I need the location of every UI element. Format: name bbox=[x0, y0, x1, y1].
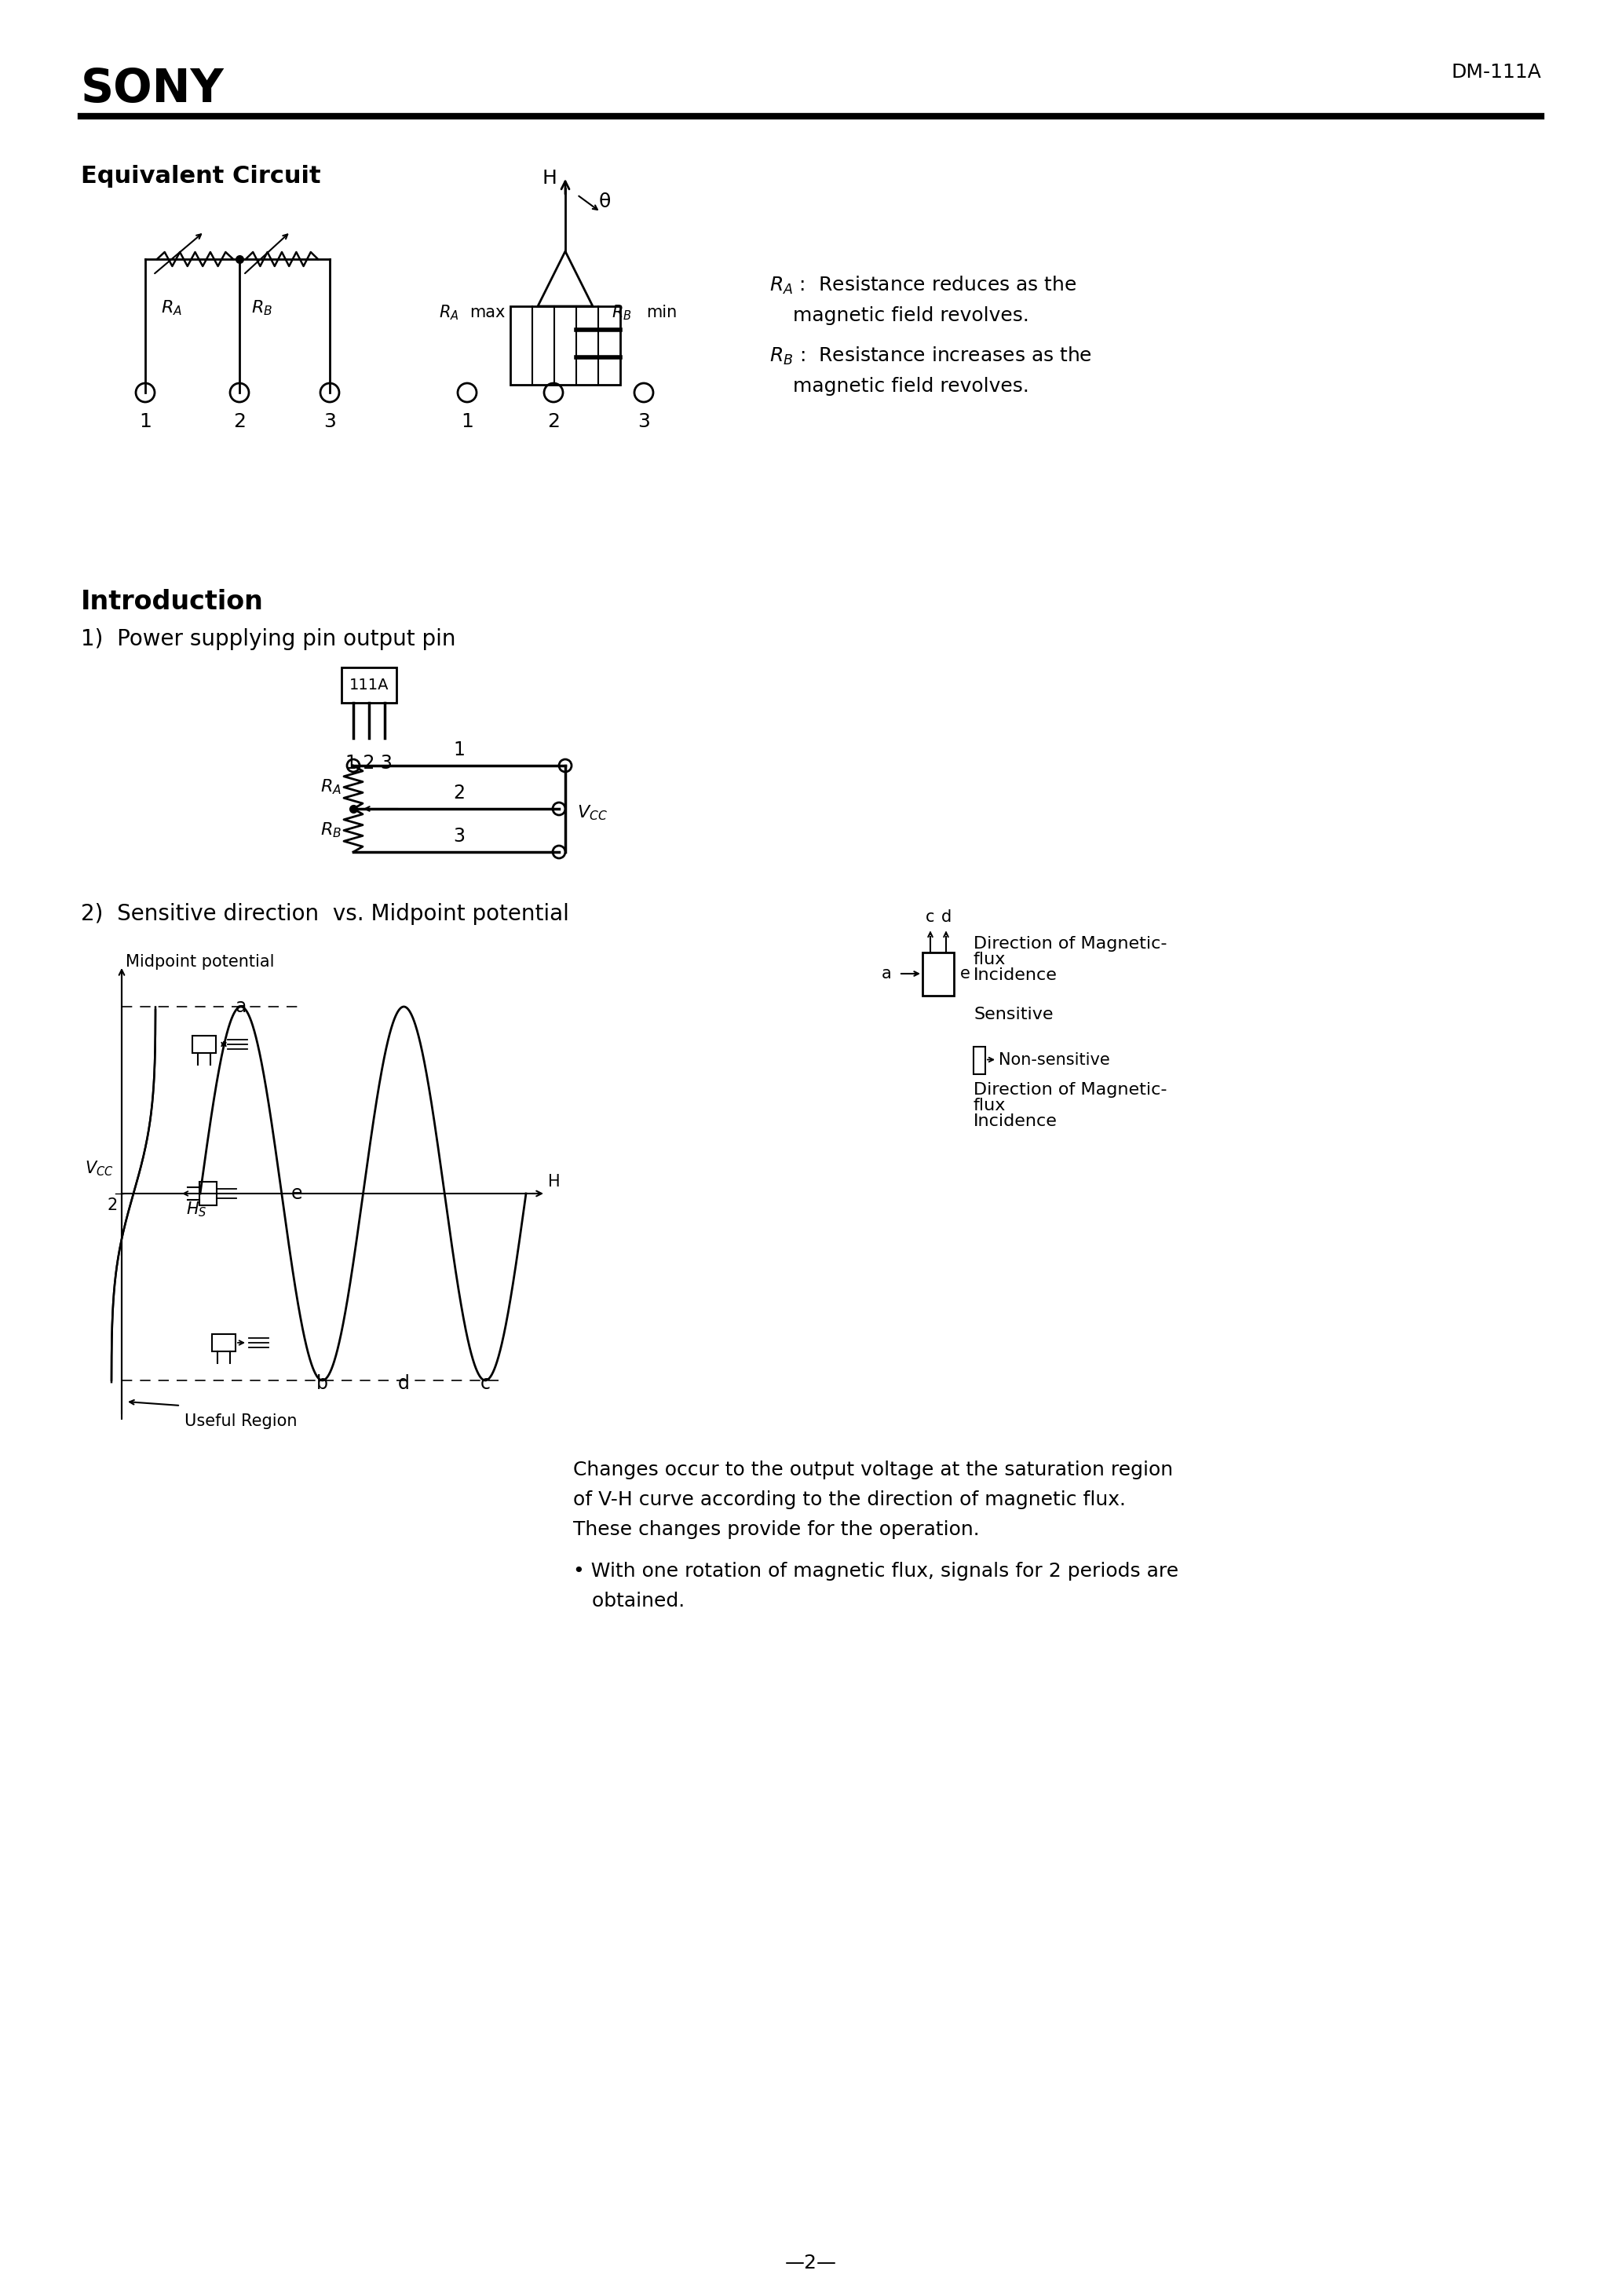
Text: 2)  Sensitive direction  vs. Midpoint potential: 2) Sensitive direction vs. Midpoint pote… bbox=[81, 902, 569, 925]
Text: Incidence: Incidence bbox=[973, 969, 1058, 983]
Text: $R_A$: $R_A$ bbox=[440, 303, 459, 321]
Text: Changes occur to the output voltage at the saturation region: Changes occur to the output voltage at t… bbox=[573, 1460, 1173, 1479]
Text: 3: 3 bbox=[323, 413, 336, 432]
Bar bbox=[973, 1047, 985, 1075]
Text: max: max bbox=[469, 305, 504, 321]
Text: e: e bbox=[290, 1185, 302, 1203]
Text: magnetic field revolves.: magnetic field revolves. bbox=[793, 305, 1028, 326]
Text: SONY: SONY bbox=[81, 67, 224, 113]
Text: Sensitive: Sensitive bbox=[973, 1008, 1053, 1022]
Text: Direction of Magnetic-: Direction of Magnetic- bbox=[973, 937, 1168, 953]
Text: θ: θ bbox=[599, 193, 610, 211]
Text: $H_S$: $H_S$ bbox=[187, 1201, 206, 1219]
Bar bbox=[200, 1182, 217, 1205]
Text: Midpoint potential: Midpoint potential bbox=[125, 955, 274, 969]
Text: obtained.: obtained. bbox=[573, 1591, 684, 1609]
Text: d: d bbox=[941, 909, 950, 925]
Text: min: min bbox=[646, 305, 676, 321]
Text: e: e bbox=[960, 967, 970, 980]
Text: $R_B$: $R_B$ bbox=[611, 303, 633, 321]
Bar bbox=[923, 953, 954, 994]
Text: DM-111A: DM-111A bbox=[1452, 62, 1541, 83]
Text: 1)  Power supplying pin output pin: 1) Power supplying pin output pin bbox=[81, 629, 456, 650]
Text: —2—: —2— bbox=[785, 2255, 837, 2273]
Polygon shape bbox=[539, 250, 592, 305]
Text: of V-H curve according to the direction of magnetic flux.: of V-H curve according to the direction … bbox=[573, 1490, 1126, 1508]
Text: Non-sensitive: Non-sensitive bbox=[999, 1052, 1109, 1068]
Text: d: d bbox=[397, 1373, 410, 1394]
Text: $R_A$ :  Resistance reduces as the: $R_A$ : Resistance reduces as the bbox=[769, 276, 1077, 296]
Text: 2: 2 bbox=[234, 413, 247, 432]
Text: Direction of Magnetic-: Direction of Magnetic- bbox=[973, 1081, 1168, 1097]
Text: $R_B$ :  Resistance increases as the: $R_B$ : Resistance increases as the bbox=[769, 344, 1092, 367]
Text: 2: 2 bbox=[547, 413, 560, 432]
Text: 3: 3 bbox=[454, 827, 466, 845]
Text: 1: 1 bbox=[454, 742, 466, 760]
Text: a: a bbox=[881, 967, 890, 980]
Text: Useful Region: Useful Region bbox=[185, 1414, 297, 1428]
Text: 2: 2 bbox=[454, 783, 466, 804]
Text: flux: flux bbox=[973, 1097, 1006, 1114]
Bar bbox=[342, 668, 396, 703]
Text: $R_A$: $R_A$ bbox=[161, 298, 182, 317]
Text: Incidence: Incidence bbox=[973, 1114, 1058, 1130]
Bar bbox=[511, 305, 620, 386]
Text: $V_{CC}$: $V_{CC}$ bbox=[577, 804, 608, 822]
Text: 111A: 111A bbox=[349, 677, 389, 693]
Text: 3: 3 bbox=[637, 413, 650, 432]
Text: H: H bbox=[548, 1173, 560, 1189]
Text: • With one rotation of magnetic flux, signals for 2 periods are: • With one rotation of magnetic flux, si… bbox=[573, 1561, 1179, 1580]
Text: a: a bbox=[235, 996, 247, 1017]
Text: 1: 1 bbox=[461, 413, 474, 432]
Text: b: b bbox=[316, 1373, 328, 1394]
Text: $V_{CC}$: $V_{CC}$ bbox=[84, 1159, 114, 1178]
Text: 2: 2 bbox=[107, 1199, 118, 1212]
Text: c: c bbox=[926, 909, 934, 925]
Text: Introduction: Introduction bbox=[81, 588, 264, 615]
Text: 1 2 3: 1 2 3 bbox=[345, 753, 393, 774]
Text: c: c bbox=[480, 1373, 490, 1394]
Bar bbox=[212, 1334, 235, 1352]
Text: H: H bbox=[542, 170, 556, 188]
Text: 1: 1 bbox=[139, 413, 151, 432]
Text: $R_B$: $R_B$ bbox=[251, 298, 272, 317]
Text: Equivalent Circuit: Equivalent Circuit bbox=[81, 165, 321, 188]
Text: $R_B$: $R_B$ bbox=[320, 822, 342, 840]
Text: flux: flux bbox=[973, 953, 1006, 969]
Text: These changes provide for the operation.: These changes provide for the operation. bbox=[573, 1520, 980, 1538]
Bar bbox=[193, 1035, 216, 1054]
Text: $R_A$: $R_A$ bbox=[320, 778, 342, 797]
Text: magnetic field revolves.: magnetic field revolves. bbox=[793, 377, 1028, 395]
